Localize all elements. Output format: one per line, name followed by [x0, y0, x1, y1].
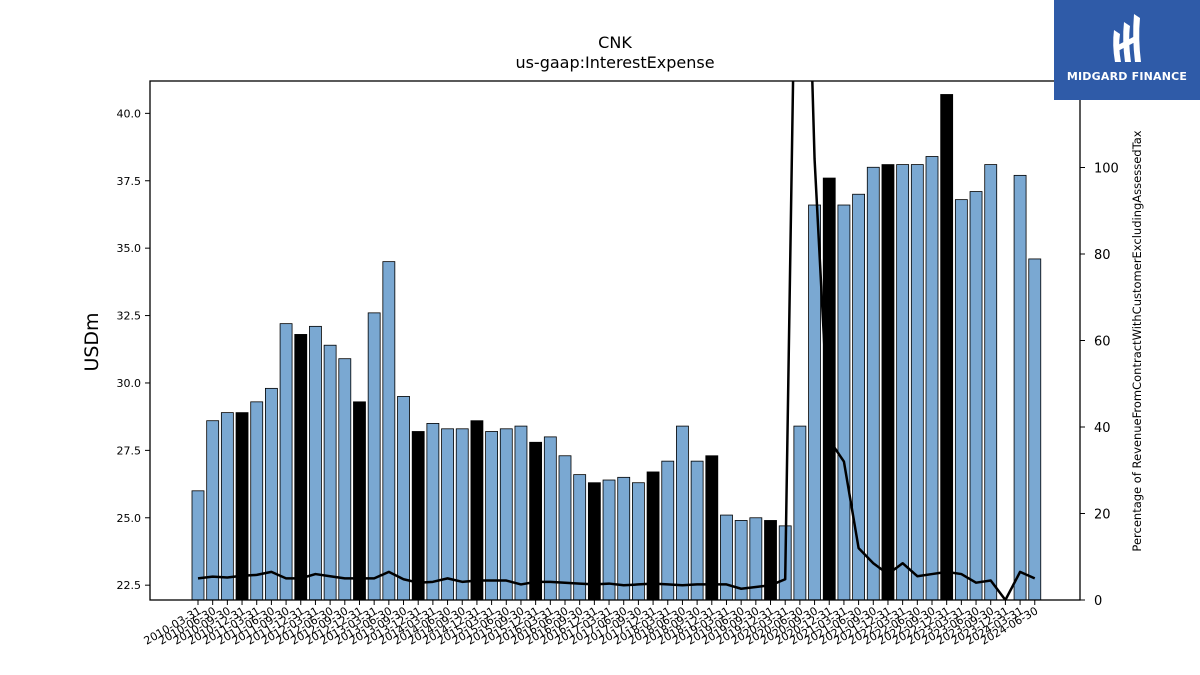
y2-tick-label: 20 [1094, 508, 1111, 523]
bar [896, 164, 910, 601]
y-tick-label: 32.5 [117, 310, 142, 323]
bar [617, 476, 631, 601]
bar [323, 344, 337, 601]
bar [264, 387, 278, 601]
y-tick-label: 25.0 [117, 512, 142, 525]
line-layer [197, 81, 1036, 600]
bar [250, 401, 264, 601]
bar [353, 401, 366, 601]
bar [367, 312, 381, 601]
bar [206, 420, 220, 601]
bar [573, 474, 587, 601]
bar [455, 428, 469, 601]
bar [910, 164, 924, 601]
y-axis-ticks: 22.5 25.0 27.5 30.0 32.5 35.0 37.5 40.0 [117, 107, 150, 592]
bar [866, 166, 880, 601]
bar [646, 471, 660, 601]
bar [602, 479, 616, 601]
bar [969, 191, 983, 601]
bars-layer [191, 94, 1042, 601]
bar [558, 455, 572, 601]
midgard-finance-logo: MIDGARD FINANCE [1054, 0, 1200, 100]
bar [499, 428, 513, 601]
bar [235, 412, 249, 601]
chart-subtitle: us-gaap:InterestExpense [515, 53, 714, 72]
bar [940, 94, 954, 601]
bar [411, 431, 425, 601]
bar [587, 482, 601, 601]
bar [793, 425, 807, 601]
y-tick-label: 35.0 [117, 242, 142, 255]
bar [837, 204, 851, 601]
bar [426, 423, 440, 601]
bar [1013, 174, 1027, 601]
y2-axis-ticks: 0 20 40 60 80 100 [1080, 162, 1119, 609]
y-axis-label: USDm [81, 312, 103, 371]
midgard-logo-icon [1113, 14, 1141, 62]
y2-tick-label: 0 [1094, 594, 1102, 609]
y2-tick-label: 100 [1094, 162, 1119, 177]
y2-tick-label: 60 [1094, 335, 1111, 350]
bar [954, 199, 968, 601]
bar [294, 334, 308, 601]
bar [309, 325, 322, 601]
series-line [197, 81, 1036, 600]
y-tick-label: 30.0 [117, 377, 142, 390]
bar [470, 420, 484, 601]
y-tick-label: 27.5 [117, 444, 142, 457]
bar [690, 460, 704, 601]
y2-tick-label: 80 [1094, 248, 1111, 263]
bar [279, 323, 293, 601]
bar [441, 428, 454, 601]
bar [382, 261, 396, 601]
bar [397, 396, 410, 601]
bar [881, 164, 895, 601]
y2-axis-label: Percentage of RevenueFromContractWithCus… [1130, 130, 1144, 551]
bar [822, 177, 836, 601]
y-tick-label: 22.5 [117, 579, 142, 592]
bar [925, 156, 939, 601]
bar [661, 460, 675, 601]
bar [764, 520, 777, 601]
bar [485, 431, 499, 601]
bar [220, 412, 234, 601]
bar [514, 425, 528, 601]
bar [529, 441, 543, 601]
bar [338, 358, 352, 601]
y2-tick-label: 40 [1094, 421, 1111, 436]
x-axis-ticks: 2010-03-312010-06-302010-09-302010-12-31… [142, 600, 1040, 648]
bar [632, 482, 645, 601]
bar [1028, 258, 1042, 601]
bar [543, 436, 557, 601]
bar [720, 514, 733, 601]
chart-title: CNK [598, 33, 632, 52]
bar [852, 193, 865, 601]
bar [191, 490, 205, 601]
bar [676, 425, 689, 601]
bar [705, 455, 719, 601]
y-tick-label: 37.5 [117, 175, 142, 188]
logo-text: MIDGARD FINANCE [1066, 70, 1188, 83]
bar [808, 204, 821, 601]
y-tick-label: 40.0 [117, 107, 142, 120]
bar [984, 164, 998, 601]
